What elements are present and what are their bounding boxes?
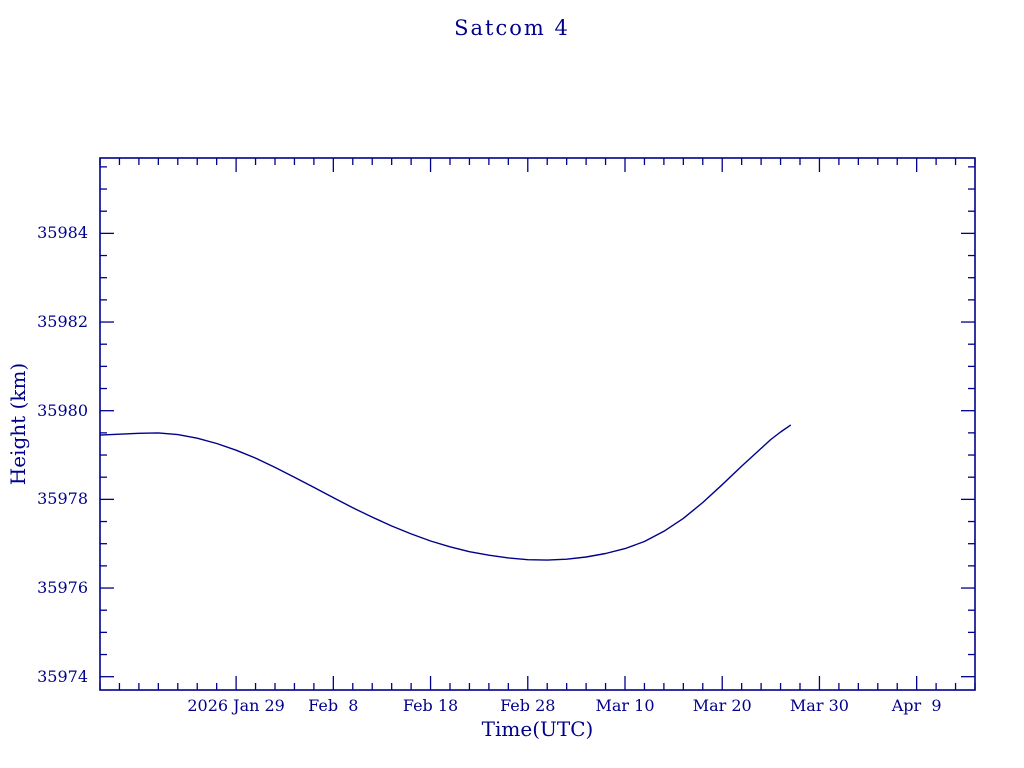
x-tick-label: Feb 28 (500, 696, 556, 715)
chart-title: Satcom 4 (454, 16, 570, 40)
plot-frame (99, 157, 976, 691)
x-tick-label: Mar 20 (692, 696, 752, 715)
y-tick-label: 35982 (37, 312, 88, 332)
y-axis-label: Height (km) (6, 362, 30, 486)
x-tick-label: 2026 Jan 29 (187, 696, 285, 715)
y-tick-label: 35980 (37, 400, 88, 420)
y-tick-label: 35976 (37, 578, 88, 598)
x-tick-label: Feb 8 (308, 696, 359, 715)
y-tick-label: 35984 (37, 223, 88, 243)
x-tick-label: Feb 18 (402, 696, 459, 715)
x-tick-label: Mar 30 (789, 696, 849, 715)
y-tick-label: 35974 (37, 666, 88, 686)
x-tick-label: Mar 10 (595, 696, 655, 715)
x-axis-label: Time(UTC) (481, 717, 594, 741)
y-tick-label: 35978 (37, 489, 88, 509)
height-curve (99, 424, 791, 561)
x-tick-label: Apr 9 (891, 696, 942, 715)
